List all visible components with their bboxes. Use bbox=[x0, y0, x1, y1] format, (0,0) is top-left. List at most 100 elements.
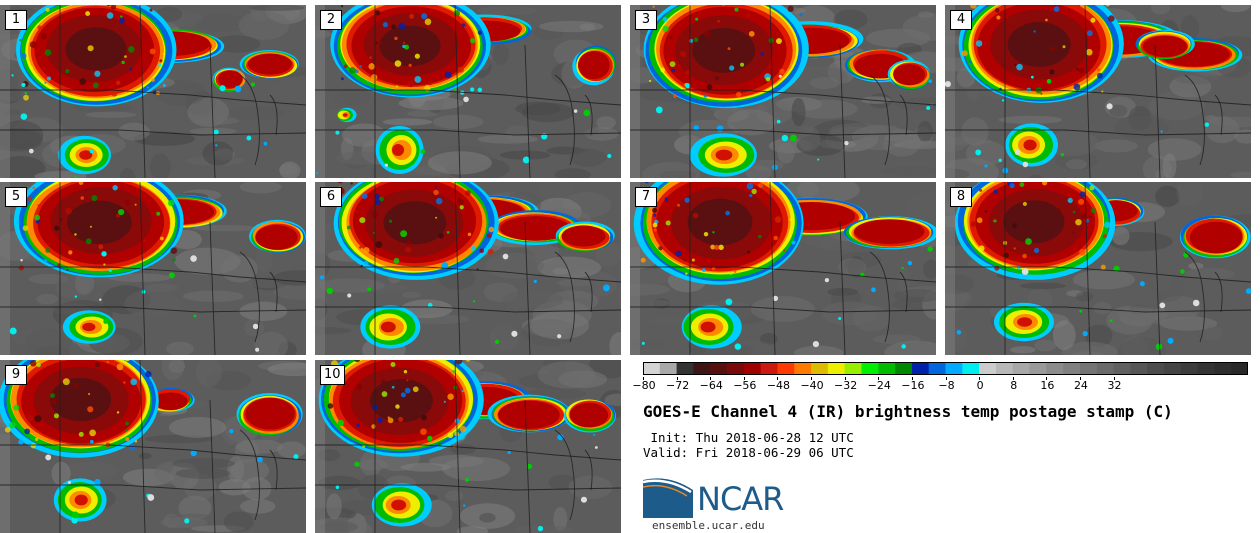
colorbar-segment bbox=[811, 362, 829, 375]
ir-satellite-map bbox=[0, 360, 306, 533]
panel-number: 9 bbox=[5, 365, 27, 385]
colorbar-segment bbox=[1180, 362, 1199, 375]
colorbar-tick-label: 0 bbox=[976, 379, 984, 392]
panel-number: 1 bbox=[5, 10, 27, 30]
colorbar-tick-label: −40 bbox=[800, 379, 824, 392]
colorbar-segment bbox=[1130, 362, 1148, 375]
colorbar-tick bbox=[743, 377, 745, 380]
colorbar-tick bbox=[911, 377, 913, 380]
colorbar-segment bbox=[1163, 362, 1182, 375]
colorbar-tick bbox=[1113, 377, 1115, 380]
stamp-panel-10: 10 bbox=[315, 360, 621, 533]
colorbar-tick-label: −32 bbox=[834, 379, 858, 392]
colorbar-segment bbox=[760, 362, 778, 375]
colorbar-segment bbox=[1147, 362, 1165, 375]
colorbar-segment bbox=[794, 362, 812, 375]
colorbar-tick bbox=[811, 377, 813, 380]
panel-number: 3 bbox=[635, 10, 657, 30]
colorbar-segment bbox=[945, 362, 963, 375]
ncar-logo-text: NCAR bbox=[697, 480, 784, 518]
colorbar-segment bbox=[693, 362, 711, 375]
panel-number: 5 bbox=[5, 187, 27, 207]
colorbar-segment bbox=[979, 362, 997, 375]
panel-number: 10 bbox=[320, 365, 345, 385]
ncar-logo-icon bbox=[643, 478, 693, 518]
stamp-panel-2: 2 bbox=[315, 5, 621, 178]
colorbar-segment bbox=[911, 362, 930, 375]
colorbar-segment bbox=[1214, 362, 1232, 375]
colorbar-tick-label: −16 bbox=[901, 379, 925, 392]
colorbar-tick bbox=[878, 377, 880, 380]
init-time: Init: Thu 2018-06-28 12 UTC bbox=[643, 430, 854, 445]
colorbar-segment bbox=[1113, 362, 1131, 375]
colorbar-segment bbox=[995, 362, 1014, 375]
colorbar-tick bbox=[710, 377, 712, 380]
stamp-panel-9: 9 bbox=[0, 360, 306, 533]
colorbar-segment bbox=[1197, 362, 1215, 375]
colorbar-tick-label: −24 bbox=[867, 379, 891, 392]
ir-satellite-map bbox=[945, 182, 1251, 355]
ir-satellite-map bbox=[630, 182, 936, 355]
colorbar-tick-labels: −80 −72 −64 −56 −48 −40 −32 −24 −16 −8 0 8 16 24 32 bbox=[632, 377, 1253, 393]
colorbar-segment bbox=[962, 362, 980, 375]
colorbar-tick-label: 32 bbox=[1107, 379, 1122, 392]
colorbar-segment bbox=[1079, 362, 1098, 375]
colorbar-tick-label: −56 bbox=[733, 379, 757, 392]
colorbar-segment bbox=[743, 362, 762, 375]
colorbar-tick bbox=[676, 377, 678, 380]
colorbar-segment bbox=[777, 362, 795, 375]
colorbar-tick-label: 8 bbox=[1010, 379, 1018, 392]
colorbar-segment bbox=[861, 362, 879, 375]
colorbar-segment bbox=[1231, 362, 1248, 375]
stamp-panel-8: 8 bbox=[945, 182, 1251, 355]
site-url: ensemble.ucar.edu bbox=[652, 519, 765, 532]
ir-satellite-map bbox=[0, 182, 306, 355]
ir-satellite-map bbox=[315, 182, 621, 355]
colorbar-segment bbox=[1012, 362, 1031, 375]
colorbar-segment bbox=[895, 362, 913, 375]
panel-number: 2 bbox=[320, 10, 342, 30]
colorbar-tick bbox=[1012, 377, 1014, 380]
colorbar-segment bbox=[928, 362, 946, 375]
colorbar-segment bbox=[659, 362, 678, 375]
colorbar-segment bbox=[827, 362, 846, 375]
panel-number: 6 bbox=[320, 187, 342, 207]
stamp-panel-6: 6 bbox=[315, 182, 621, 355]
ir-satellite-map bbox=[945, 5, 1251, 178]
figure-title: GOES-E Channel 4 (IR) brightness temp po… bbox=[643, 402, 1173, 421]
stamp-panel-4: 4 bbox=[945, 5, 1251, 178]
colorbar-segment bbox=[878, 362, 896, 375]
ir-satellite-map bbox=[315, 360, 621, 533]
colorbar-segment bbox=[1046, 362, 1064, 375]
panel-number: 7 bbox=[635, 187, 657, 207]
stamp-panel-3: 3 bbox=[630, 5, 936, 178]
colorbar-tick bbox=[945, 377, 947, 380]
colorbar-tick-label: −72 bbox=[666, 379, 690, 392]
colorbar-segment bbox=[643, 362, 661, 375]
colorbar-segment bbox=[710, 362, 728, 375]
colorbar-tick-label: 16 bbox=[1040, 379, 1055, 392]
colorbar-tick bbox=[979, 377, 981, 380]
panel-number: 8 bbox=[950, 187, 972, 207]
colorbar-segment bbox=[1096, 362, 1115, 375]
ir-satellite-map bbox=[0, 5, 306, 178]
stamp-panel-1: 1 bbox=[0, 5, 306, 178]
stamp-panel-5: 5 bbox=[0, 182, 306, 355]
temperature-colorbar bbox=[643, 362, 1248, 375]
colorbar-tick bbox=[643, 377, 644, 380]
ir-satellite-map bbox=[630, 5, 936, 178]
colorbar-tick bbox=[1079, 377, 1081, 380]
colorbar-segment bbox=[727, 362, 745, 375]
colorbar-tick-label: 24 bbox=[1073, 379, 1088, 392]
colorbar-tick bbox=[1046, 377, 1048, 380]
colorbar-tick-label: −64 bbox=[699, 379, 723, 392]
stamp-panel-7: 7 bbox=[630, 182, 936, 355]
colorbar-tick bbox=[844, 377, 846, 380]
colorbar-tick bbox=[777, 377, 779, 380]
ir-satellite-map bbox=[315, 5, 621, 178]
colorbar-tick-label: −8 bbox=[938, 379, 955, 392]
colorbar-segment bbox=[676, 362, 694, 375]
colorbar-tick-label: −80 bbox=[632, 379, 656, 392]
valid-time: Valid: Fri 2018-06-29 06 UTC bbox=[643, 445, 854, 460]
colorbar-segment bbox=[844, 362, 862, 375]
